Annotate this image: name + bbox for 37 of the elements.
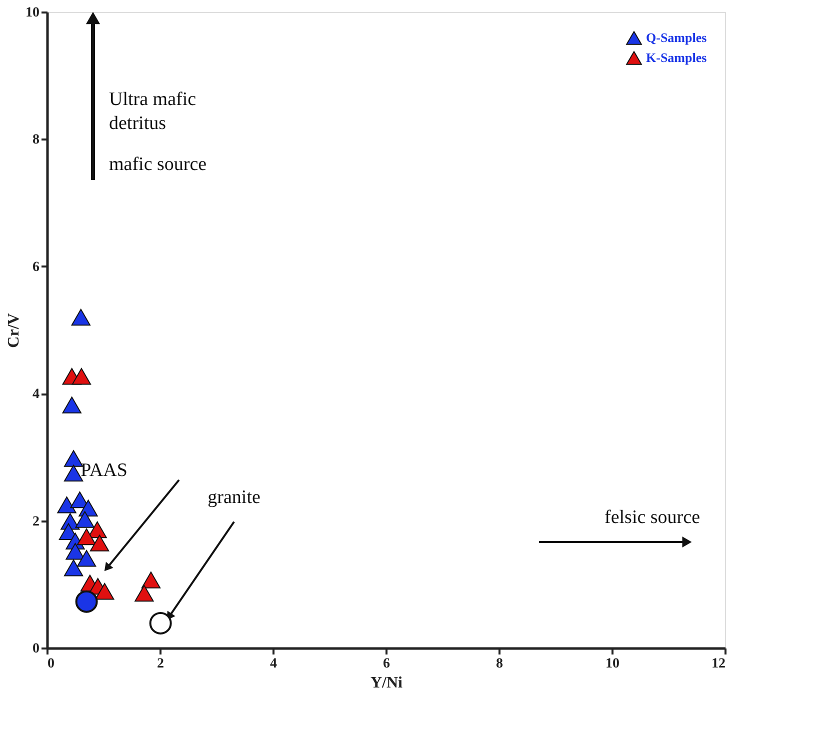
x-tick-label: 10 [606, 656, 620, 672]
x-tick-label: 12 [712, 656, 726, 672]
y-tick-label: 6 [32, 260, 40, 275]
y-tick-label: 0 [32, 642, 40, 656]
annotation: mafic source [109, 154, 207, 175]
annotation: PAAS [80, 460, 128, 481]
point [57, 496, 76, 514]
point [95, 583, 114, 600]
point [62, 396, 82, 414]
y-tick-label: 4 [32, 387, 40, 402]
point [90, 534, 110, 552]
annotation: granite [208, 486, 260, 508]
point [149, 612, 172, 634]
legend-label: Q-Samples [646, 30, 707, 45]
x-axis-title: Y/Ni [370, 674, 404, 692]
legend-label: K-Samples [646, 50, 707, 65]
y-tick-label: 2 [32, 514, 40, 530]
x-tick-label: 2 [157, 656, 164, 672]
y-tick-label: 10 [26, 6, 40, 20]
point [141, 572, 161, 588]
annotation: Ultra mafic detritus [109, 89, 196, 134]
annotation: felsic source [604, 507, 700, 528]
x-tick-label: 8 [496, 656, 503, 672]
x-tick-label: 0 [48, 656, 54, 672]
point [75, 590, 98, 613]
y-axis-title: Cr/V [6, 312, 22, 348]
point [134, 584, 154, 602]
y-tick-label: 8 [32, 132, 40, 148]
point [71, 308, 90, 326]
point [76, 528, 96, 546]
x-tick-label: 6 [383, 656, 390, 672]
point [72, 368, 92, 385]
x-tick-label: 4 [270, 656, 277, 672]
point [76, 550, 96, 567]
point [66, 542, 85, 560]
point [64, 560, 84, 576]
point [75, 511, 94, 528]
